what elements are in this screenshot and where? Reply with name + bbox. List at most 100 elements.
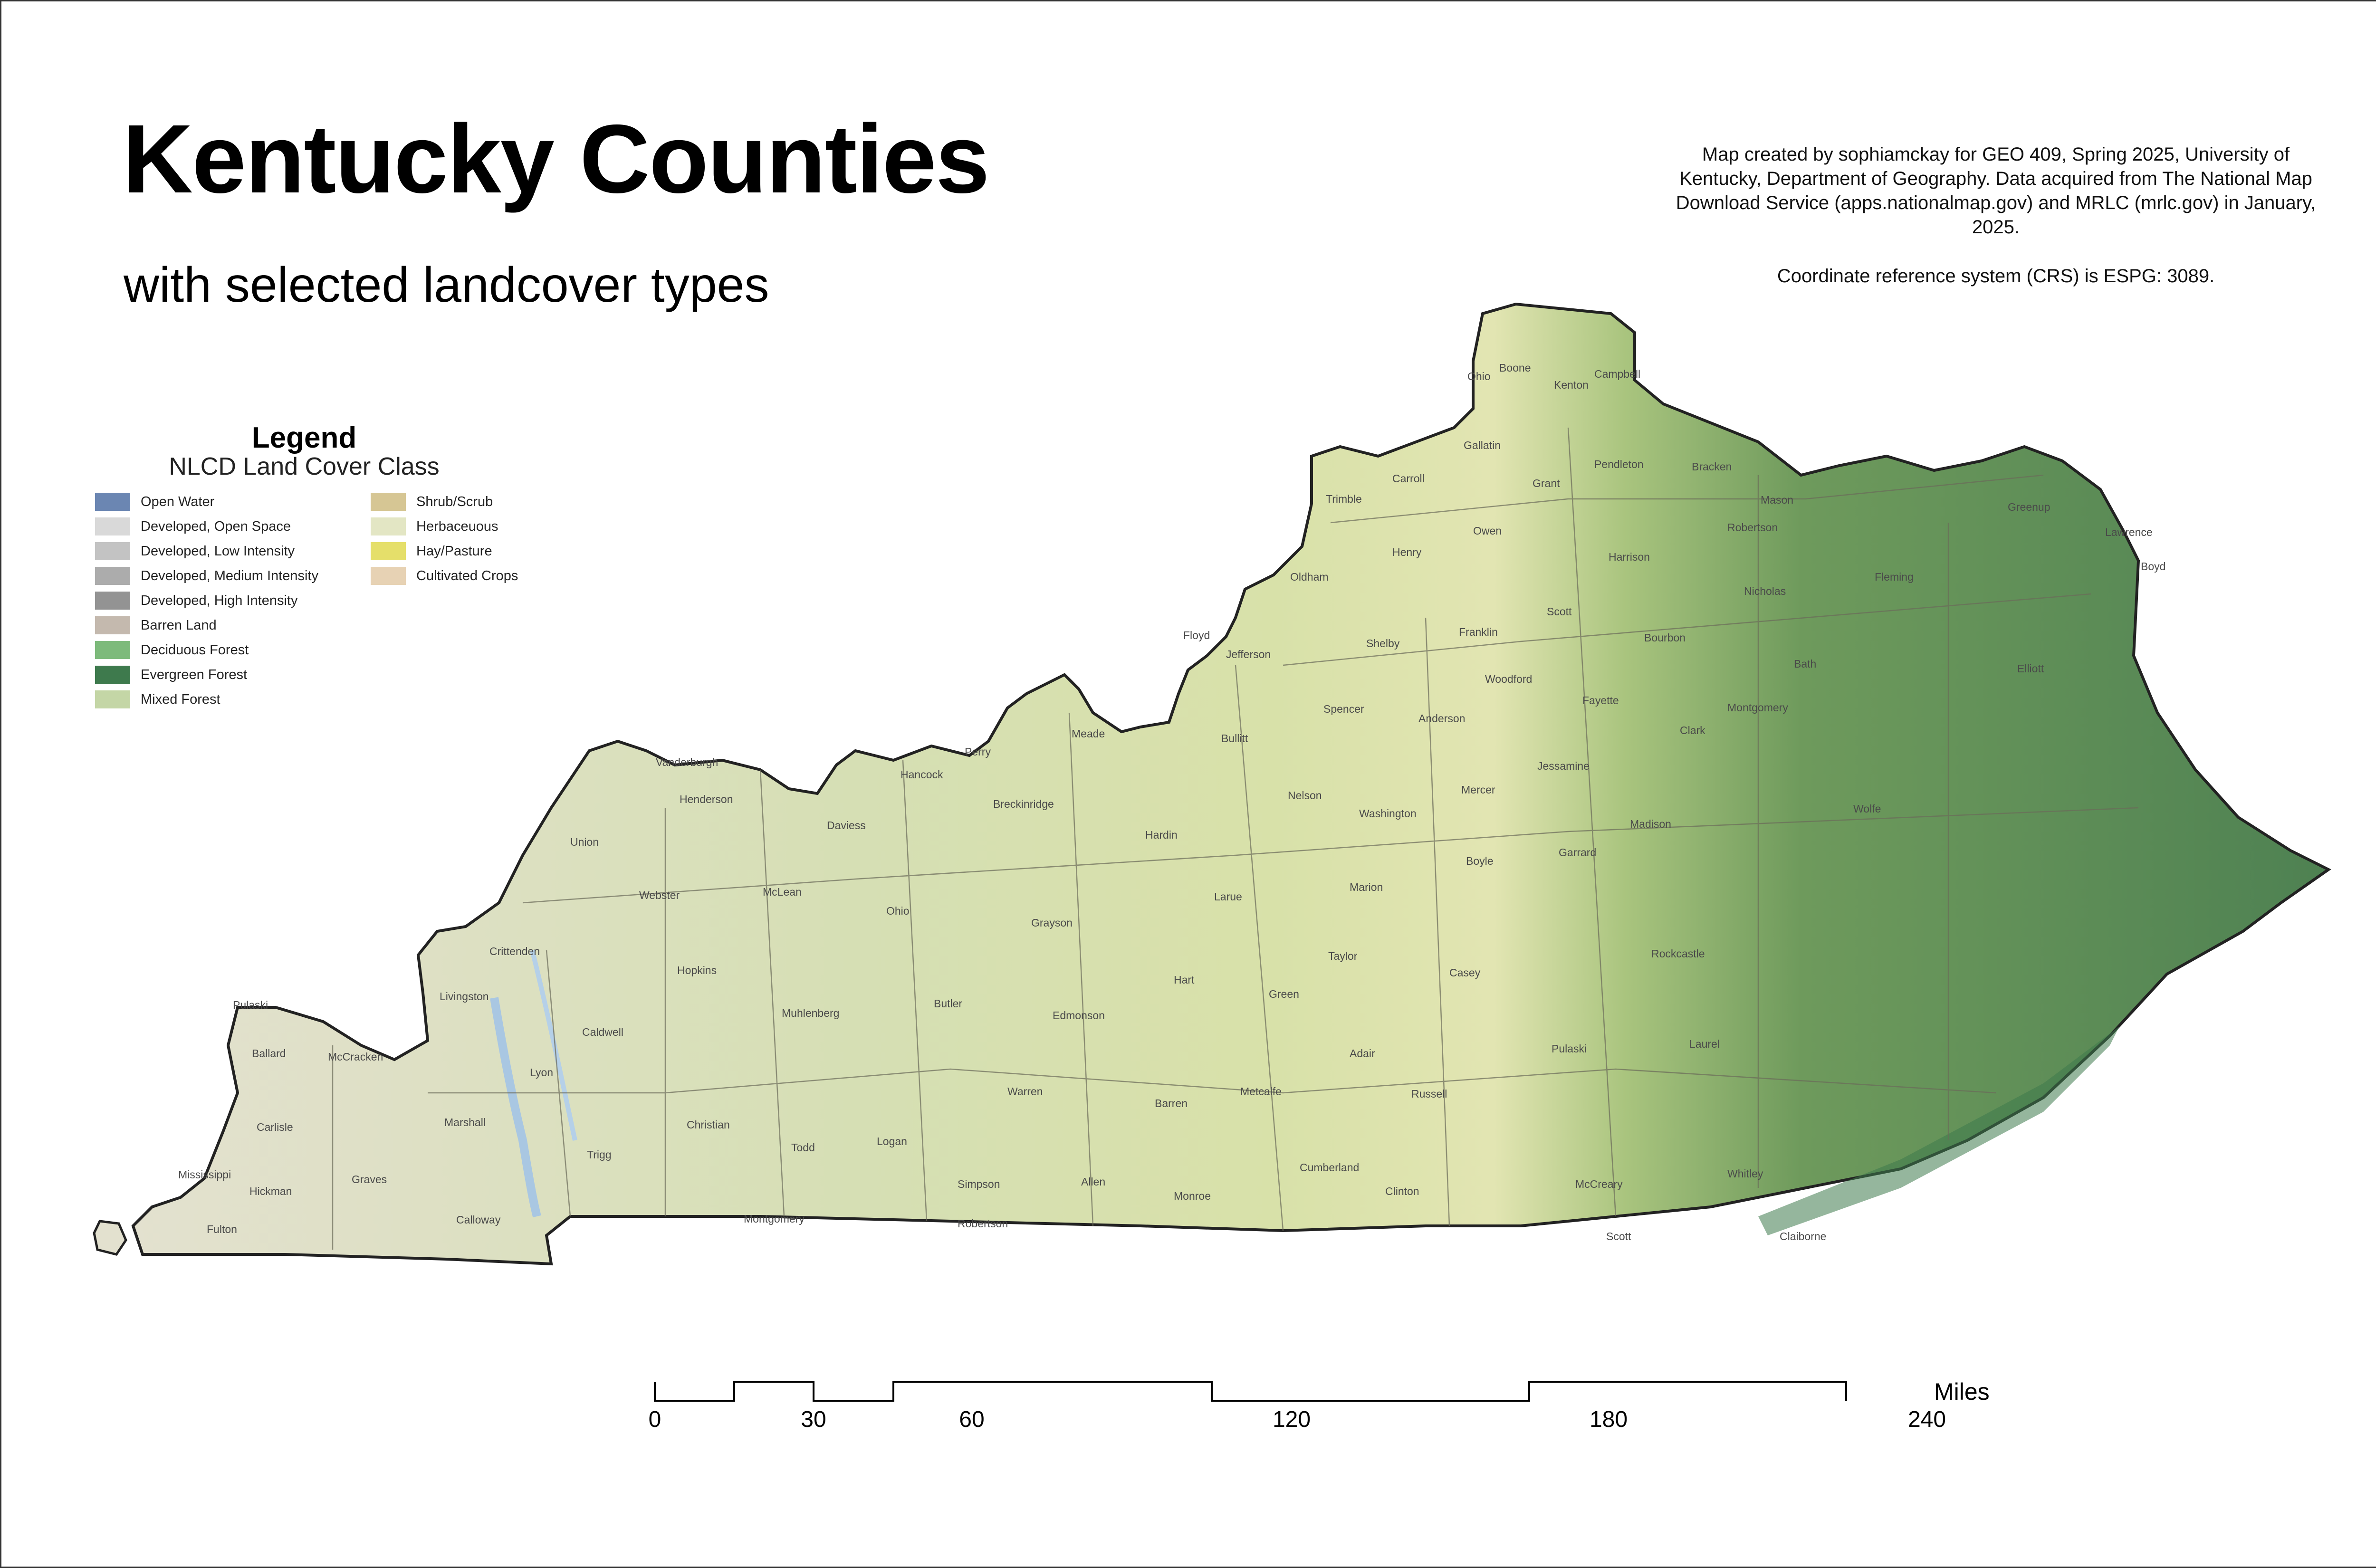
county-label: Larue [1214,890,1242,903]
legend-item: Developed, Low Intensity [95,539,318,564]
county-label: Grant [1533,477,1560,489]
county-label: Owen [1473,525,1502,537]
legend-item: Open Water [95,489,318,514]
county-label: Nicholas [1744,585,1786,597]
county-label: Trigg [587,1148,612,1161]
legend-item: Mixed Forest [95,687,318,712]
legend-label: Evergreen Forest [141,667,248,682]
legend-item: Herbaceuous [371,514,518,539]
scale-tick-label: 240 [1907,1407,1946,1432]
scale-tick-label: 180 [1589,1407,1628,1432]
county-label: Grayson [1031,917,1073,929]
county-label: Oldham [1290,571,1329,583]
county-label: Mason [1761,494,1793,506]
county-label: Elliott [2017,662,2044,675]
county-label: Clark [1680,724,1705,736]
lake-barkley [530,949,577,1141]
county-label: Crittenden [489,945,540,957]
legend-swatch [95,616,130,634]
legend-swatch [95,690,130,708]
county-label: Boone [1499,362,1531,374]
county-label: Bullitt [1221,732,1248,745]
county-label: Hart [1174,974,1195,986]
county-label: Boyd [2141,560,2165,573]
county-label: Spencer [1323,703,1364,715]
legend-item: Developed, High Intensity [95,588,318,613]
legend-swatch [371,493,406,511]
county-label: Ballard [252,1047,286,1060]
legend-label: Hay/Pasture [416,543,492,559]
credits-block: Map created by sophiamckay for GEO 409, … [1663,143,2328,288]
legend-item: Deciduous Forest [95,638,318,662]
county-label: Lawrence [2105,526,2153,538]
scale-bar-graphic [654,1381,1847,1402]
county-label: Floyd [1183,629,1210,641]
county-label: Ohio [1467,370,1491,382]
legend-label: Developed, Open Space [141,518,291,534]
county-label: Meade [1072,727,1105,740]
county-label: Henry [1392,546,1422,558]
scale-tick-label: 120 [1272,1407,1311,1432]
legend-swatch [95,666,130,684]
legend-label: Deciduous Forest [141,642,249,658]
county-label: Rockcastle [1651,947,1705,960]
county-label: Monroe [1174,1190,1211,1202]
legend-swatch [95,592,130,610]
scale-tick-label: 30 [801,1407,826,1432]
legend-swatch [95,493,130,511]
county-label: Clinton [1385,1185,1419,1197]
county-label: Claiborne [1780,1230,1826,1243]
county-label: Washington [1359,807,1417,820]
county-label: Carlisle [257,1121,293,1133]
scale-units: Miles [1934,1378,1990,1405]
county-label: McCracken [328,1051,383,1063]
county-label: Casey [1449,966,1481,979]
county-label: Gallatin [1464,439,1501,451]
county-label: Laurel [1689,1038,1720,1050]
legend-subtitle: NLCD Land Cover Class [169,453,440,480]
legend-label: Open Water [141,494,215,509]
county-label: Logan [877,1135,907,1147]
county-label: Montgomery [1727,701,1788,714]
county-label: Barren [1155,1097,1188,1109]
county-label: Trimble [1326,493,1362,505]
county-label: Adair [1350,1047,1375,1060]
county-label: Bath [1794,658,1816,670]
county-label: Green [1269,988,1299,1000]
county-label: Madison [1630,818,1671,830]
legend-label: Herbaceuous [416,518,498,534]
legend-item: Hay/Pasture [371,539,518,564]
county-label: Fleming [1875,571,1914,583]
legend-swatch [95,567,130,585]
legend-swatch [95,517,130,535]
county-label: Muhlenberg [782,1007,839,1019]
county-label: Warren [1007,1085,1043,1098]
legend-item: Barren Land [95,613,318,638]
legend-label: Barren Land [141,617,217,633]
legend-item: Shrub/Scrub [371,489,518,514]
county-label: Woodford [1485,673,1532,685]
scale-tick-label: 0 [648,1407,661,1432]
credits-text: Map created by sophiamckay for GEO 409, … [1676,144,2316,238]
kentucky-bend-island [93,1220,127,1256]
legend-label: Cultivated Crops [416,568,518,583]
county-label: Bracken [1692,460,1732,473]
county-label: Marshall [444,1116,486,1128]
legend-item: Evergreen Forest [95,662,318,687]
legend-item: Developed, Medium Intensity [95,564,318,588]
county-label: Butler [934,997,962,1010]
county-label: Whitley [1727,1167,1763,1180]
county-label: Pulaski [1552,1042,1587,1055]
county-label: Scott [1606,1230,1631,1243]
county-label: Hardin [1145,829,1178,841]
legend-label: Mixed Forest [141,691,220,707]
county-label: Hopkins [677,964,717,976]
county-boundaries [332,427,2139,1250]
legend-swatch [371,567,406,585]
map-subtitle: with selected landcover types [124,258,769,313]
legend-label: Developed, Low Intensity [141,543,295,559]
legend-swatch [95,641,130,659]
legend-swatch [95,542,130,560]
